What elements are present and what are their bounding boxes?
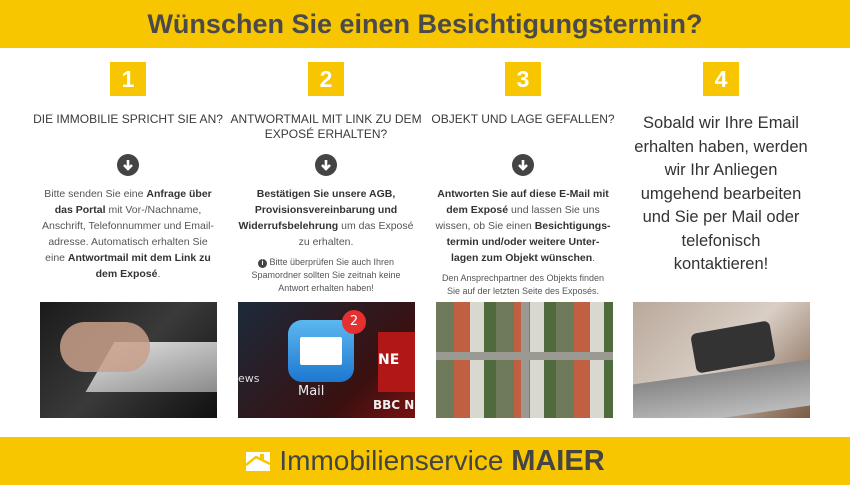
step-number: 1 [110, 62, 146, 96]
step-title: DIE IMMOBILIE SPRICHT SIE AN? [33, 112, 223, 126]
step-note: i Bitte überprüfen Sie auch Ihren Spamor… [251, 257, 401, 293]
info-icon: i [257, 259, 267, 268]
aerial-neighborhood-image [436, 302, 613, 418]
header-banner: Wünschen Sie einen Besichtigungstermin? [0, 0, 850, 48]
step-number: 3 [505, 62, 541, 96]
footer-banner: Immobilienservice MAIER [0, 437, 850, 485]
mail-label: Mail [298, 384, 325, 399]
brand-logo: Immobilienservice MAIER [279, 444, 605, 477]
step-note: Den Ansprechpartner des Objekts finden S… [441, 273, 605, 296]
step-4: 4 Sobald wir Ihre Email erhalten haben, … [621, 62, 821, 277]
step-2: 2 ANTWORTMAIL MIT LINK ZU DEM EXPOSÉ ERH… [226, 62, 426, 295]
bbc-app-icon: NE [378, 332, 415, 392]
phone-laptop-image [633, 302, 810, 418]
step-title: OBJEKT UND LAGE GEFALLEN? [431, 112, 615, 126]
arrow-down-circle-icon [117, 154, 139, 176]
step-title: ANTWORTMAIL MIT LINK ZU DEM EXPOSÉ ERHAL… [230, 112, 422, 141]
step-number: 4 [703, 62, 739, 96]
page-title: Wünschen Sie einen Besichtigungstermin? [147, 8, 703, 39]
step-text: Antworten Sie auf diese E-Mail mit dem E… [435, 188, 611, 264]
arrow-down-circle-icon [512, 154, 534, 176]
house-logo-icon [245, 452, 271, 471]
step-text: Bestätigen Sie unsere AGB, Provisionsver… [238, 188, 414, 248]
step-1: 1 DIE IMMOBILIE SPRICHT SIE AN? Bitte se… [28, 62, 228, 282]
bbc-label: BBC N [373, 398, 415, 412]
step-text: Bitte senden Sie eine Anfrage über das P… [42, 188, 214, 280]
laptop-typing-image [40, 302, 217, 418]
news-label: ews [238, 372, 260, 385]
notification-badge: 2 [342, 310, 366, 334]
step-3: 3 OBJEKT UND LAGE GEFALLEN? Antworten Si… [423, 62, 623, 298]
phone-mail-app-image: 2 Mail ews NE BBC N [238, 302, 415, 418]
step-text: Sobald wir Ihre Email erhalten haben, we… [634, 114, 808, 273]
mail-icon [300, 337, 342, 365]
arrow-down-circle-icon [315, 154, 337, 176]
step-number: 2 [308, 62, 344, 96]
